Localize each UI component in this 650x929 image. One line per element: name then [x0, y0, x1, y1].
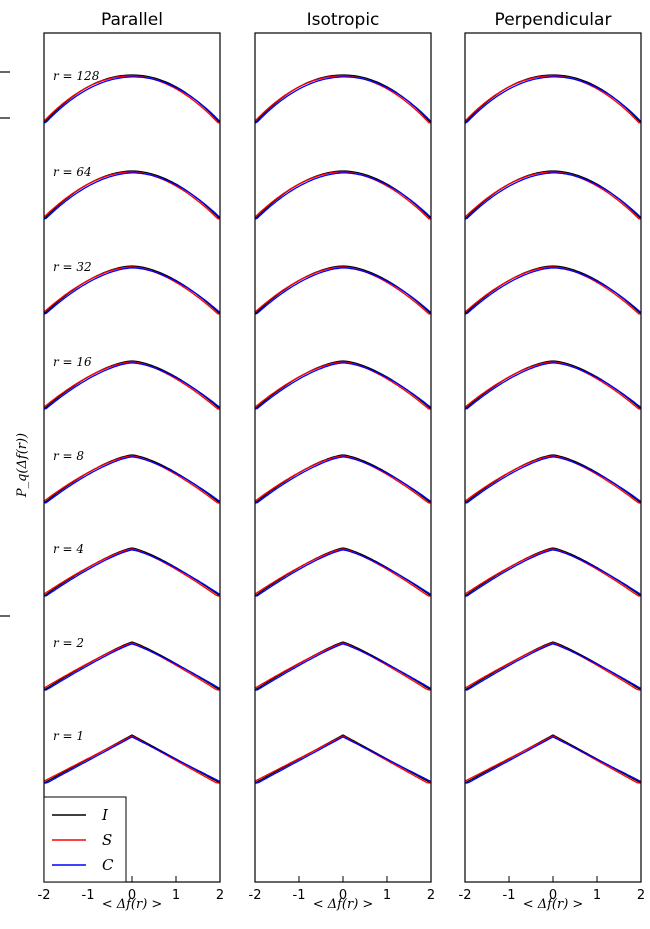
curve-perpendicular-r5-C — [464, 456, 642, 504]
curve-parallel-r3-S — [43, 266, 221, 315]
legend: ISC — [43, 796, 127, 883]
curve-isotropic-r4-C — [254, 362, 432, 410]
curve-isotropic-r3-S — [254, 266, 432, 315]
curve-isotropic-r4-I — [254, 360, 432, 410]
x-tick-label: 0 — [128, 888, 136, 903]
curve-perpendicular-r7-C — [465, 643, 642, 691]
curve-parallel-r2-S — [43, 171, 221, 220]
curve-isotropic-r6-I — [254, 547, 432, 597]
curve-isotropic-r1-S — [254, 75, 432, 124]
frames-layer — [43, 32, 642, 883]
curve-perpendicular-r4-S — [464, 361, 641, 410]
curve-perpendicular-r5-S — [464, 455, 641, 504]
curve-parallel-r4-S — [43, 361, 220, 410]
curve-isotropic-r1-C — [254, 76, 432, 124]
x-axis-label-parallel: < Δf(r) > — [102, 897, 163, 912]
curve-perpendicular-r2-S — [464, 171, 642, 220]
curve-isotropic-r7-I — [254, 641, 432, 691]
curve-parallel-r8-C — [44, 736, 221, 784]
x-tick-label: -2 — [459, 888, 472, 903]
curve-isotropic-r7-C — [255, 643, 432, 691]
curve-isotropic-r3-C — [254, 267, 432, 315]
curve-parallel-r5-S — [43, 455, 220, 504]
panel-title-perpendicular: Perpendicular — [495, 10, 612, 30]
legend-label-C: C — [102, 856, 114, 874]
x-tick-label: -1 — [503, 888, 516, 903]
legend-label-S: S — [102, 831, 112, 849]
x-tick-label: -1 — [82, 888, 95, 903]
curve-perpendicular-r7-S — [464, 642, 641, 691]
curve-perpendicular-r8-C — [465, 736, 642, 784]
curve-parallel-r3-C — [43, 267, 221, 315]
panel-title-isotropic: Isotropic — [307, 10, 380, 30]
curve-isotropic-r8-S — [254, 735, 431, 784]
x-tick-label: 0 — [549, 888, 557, 903]
legend-label-I: I — [101, 806, 109, 824]
curve-parallel-r2-C — [43, 172, 221, 220]
curve-perpendicular-r6-I — [464, 547, 642, 597]
x-tick-label: 1 — [172, 888, 180, 903]
curve-isotropic-r5-C — [254, 456, 432, 504]
curve-perpendicular-r4-I — [464, 360, 642, 410]
x-tick-label: -2 — [38, 888, 51, 903]
curve-parallel-r1-C — [43, 76, 221, 124]
curve-perpendicular-r1-C — [464, 76, 642, 124]
curve-parallel-r7-S — [43, 642, 220, 691]
curve-parallel-r4-C — [43, 362, 221, 410]
curve-isotropic-r7-S — [254, 642, 431, 691]
curve-parallel-r7-C — [44, 643, 221, 691]
x-tick-label: 0 — [339, 888, 347, 903]
curve-parallel-r6-C — [43, 549, 221, 597]
x-tick-label: -2 — [249, 888, 262, 903]
curve-isotropic-r5-I — [254, 454, 432, 504]
curve-perpendicular-r4-C — [464, 362, 642, 410]
curve-isotropic-r4-S — [254, 361, 431, 410]
curve-perpendicular-r5-I — [464, 454, 642, 504]
r-label: r = 4 — [53, 542, 84, 556]
curves-layer — [43, 74, 642, 784]
curve-isotropic-r3-I — [254, 265, 432, 315]
curve-isotropic-r2-S — [254, 171, 432, 220]
r-label: r = 2 — [53, 636, 84, 650]
curve-parallel-r5-C — [43, 456, 221, 504]
curve-parallel-r6-S — [43, 548, 220, 597]
curve-isotropic-r6-C — [254, 549, 432, 597]
panel-title-parallel: Parallel — [101, 10, 163, 30]
curve-perpendicular-r3-C — [464, 267, 642, 315]
r-label: r = 64 — [53, 165, 92, 179]
curve-parallel-r8-S — [43, 735, 220, 784]
x-axis-label-isotropic: < Δf(r) > — [313, 897, 374, 912]
curve-perpendicular-r8-I — [464, 734, 642, 784]
text-layer: Parallel -2 -1 0 1 2 < Δf(r) > Isotropic -2 -1 0 1 2… — [38, 10, 646, 912]
r-label: r = 8 — [53, 449, 84, 463]
curve-perpendicular-r3-S — [464, 266, 642, 315]
r-label: r = 32 — [53, 260, 92, 274]
curve-isotropic-r8-C — [255, 736, 432, 784]
curve-perpendicular-r3-I — [464, 265, 642, 315]
x-tick-label: 1 — [593, 888, 601, 903]
y-axis-label: P_q(Δf(r)) — [15, 433, 30, 498]
x-tick-label: 1 — [383, 888, 391, 903]
x-tick-label: 2 — [216, 888, 224, 903]
x-axis-label-perpendicular: < Δf(r) > — [523, 897, 584, 912]
curve-perpendicular-r7-I — [464, 641, 642, 691]
curve-perpendicular-r6-S — [464, 548, 641, 597]
r-label: r = 16 — [53, 355, 92, 369]
r-label: r = 128 — [53, 69, 100, 83]
curve-parallel-r1-S — [43, 75, 221, 124]
curve-perpendicular-r1-S — [464, 75, 642, 124]
r-label: r = 1 — [53, 729, 84, 743]
curve-perpendicular-r6-C — [464, 549, 642, 597]
curve-isotropic-r8-I — [254, 734, 432, 784]
curve-perpendicular-r2-C — [464, 172, 642, 220]
curve-isotropic-r2-C — [254, 172, 432, 220]
x-tick-label: -1 — [293, 888, 306, 903]
curve-isotropic-r5-S — [254, 455, 431, 504]
curve-isotropic-r6-S — [254, 548, 431, 597]
curve-perpendicular-r8-S — [464, 735, 641, 784]
x-tick-label: 2 — [637, 888, 645, 903]
x-tick-label: 2 — [427, 888, 435, 903]
